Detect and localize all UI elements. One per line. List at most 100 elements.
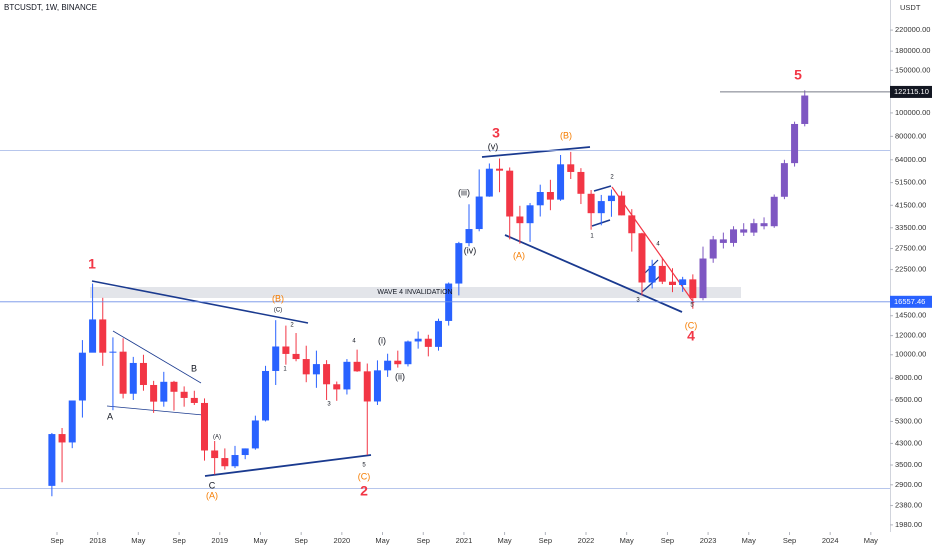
candle-body: [150, 384, 158, 402]
trendline: [504, 234, 683, 313]
wave-label: 1: [88, 256, 96, 272]
x-tick-label: Sep: [661, 536, 674, 545]
candle-body: [99, 319, 107, 353]
trendline: [106, 405, 204, 416]
candle-body: [170, 381, 178, 392]
price-label-box: [890, 295, 932, 308]
x-tick-label: May: [131, 536, 145, 545]
wave-label: 3: [327, 402, 331, 408]
candle-body: [211, 450, 219, 459]
wave-label: (A): [206, 490, 218, 500]
candle-body: [801, 95, 809, 124]
trendline: [112, 330, 202, 384]
candle-body: [251, 420, 259, 449]
x-tick-label: May: [375, 536, 389, 545]
wave-label: 5: [794, 67, 802, 83]
y-tick-label: 150000.00: [895, 65, 930, 74]
candle-body: [78, 352, 86, 401]
wave-label: 5: [362, 463, 366, 469]
wave-label: 3: [636, 298, 640, 304]
x-tick-label: 2020: [333, 536, 350, 545]
wave-label: 4: [656, 242, 660, 248]
y-tick-label: 41500.00: [895, 200, 926, 209]
wave-label: 1: [283, 367, 287, 373]
price-label: 16557.46: [894, 297, 925, 306]
wave-label: C: [209, 480, 216, 490]
y-tick-label: 1980.00: [895, 520, 922, 529]
x-tick-label: 2019: [211, 536, 228, 545]
wave-label: 4: [352, 339, 356, 345]
candle-body: [333, 384, 341, 390]
candle-body: [668, 281, 676, 285]
y-tick-label: 64000.00: [895, 155, 926, 164]
trendline: [593, 185, 612, 192]
wave-label: (i): [378, 335, 386, 345]
wave-label: (C): [358, 471, 371, 481]
candle-body: [272, 346, 280, 371]
y-tick-label: 27500.00: [895, 243, 926, 252]
wave-label: (v): [488, 141, 499, 151]
candle-body: [302, 359, 310, 375]
trendline: [204, 454, 372, 477]
candle-body: [109, 351, 117, 353]
candle-body: [68, 400, 76, 443]
x-tick-label: 2023: [700, 536, 717, 545]
wave-label: 4: [687, 328, 695, 344]
wave-label: (iv): [464, 245, 477, 255]
candle-body: [526, 205, 534, 224]
candle-body: [445, 283, 453, 321]
candle-body: [231, 455, 239, 467]
y-axis-label: USDT: [900, 3, 921, 12]
candle-body: [607, 195, 615, 202]
candle-body: [791, 123, 799, 164]
wave-label: A: [107, 411, 113, 421]
candle-body: [455, 243, 463, 284]
candle-body: [740, 229, 748, 233]
candle-body: [89, 319, 97, 353]
wave-label: WAVE 4 INVALIDATION: [377, 289, 452, 296]
x-tick-label: 2022: [578, 536, 595, 545]
candle-body: [628, 215, 636, 234]
candle-body: [343, 361, 351, 390]
candle-body: [160, 381, 168, 402]
candle-body: [58, 434, 66, 443]
price-label: 122115.10: [894, 87, 929, 96]
y-tick-label: 3500.00: [895, 460, 922, 469]
x-tick-label: 2018: [89, 536, 106, 545]
y-tick-label: 180000.00: [895, 46, 930, 55]
candle-body: [750, 223, 758, 233]
trendline: [641, 275, 661, 293]
y-tick-label: 33500.00: [895, 223, 926, 232]
candle-body: [384, 360, 392, 371]
y-tick-label: 10000.00: [895, 350, 926, 359]
candle-body: [241, 448, 249, 456]
candle-body: [557, 164, 565, 200]
candles: [48, 151, 697, 497]
candle-body: [719, 239, 727, 243]
y-tick-label: 4300.00: [895, 438, 922, 447]
candle-body: [475, 196, 483, 230]
candle-body: [373, 370, 381, 402]
wave-label: (B): [272, 293, 284, 303]
wave-label: 5: [690, 303, 694, 309]
candle-body: [506, 170, 514, 217]
x-tick-label: May: [497, 536, 511, 545]
x-tick-label: Sep: [783, 536, 796, 545]
candle-body: [129, 362, 137, 394]
candle-body: [546, 191, 554, 200]
candle-body: [770, 196, 778, 227]
y-tick-label: 2380.00: [895, 501, 922, 510]
y-tick-label: 80000.00: [895, 131, 926, 140]
y-tick-label: 14500.00: [895, 311, 926, 320]
wave-label: B: [191, 363, 197, 373]
x-tick-label: Sep: [539, 536, 552, 545]
candle-body: [516, 216, 524, 224]
candle-body: [323, 364, 331, 385]
wave-label: 1: [590, 234, 594, 240]
candle-body: [536, 191, 544, 206]
candle-body: [679, 279, 687, 285]
candle-body: [282, 346, 290, 354]
candle-body: [394, 360, 402, 365]
candle-body: [414, 338, 422, 342]
x-tick-label: Sep: [295, 536, 308, 545]
